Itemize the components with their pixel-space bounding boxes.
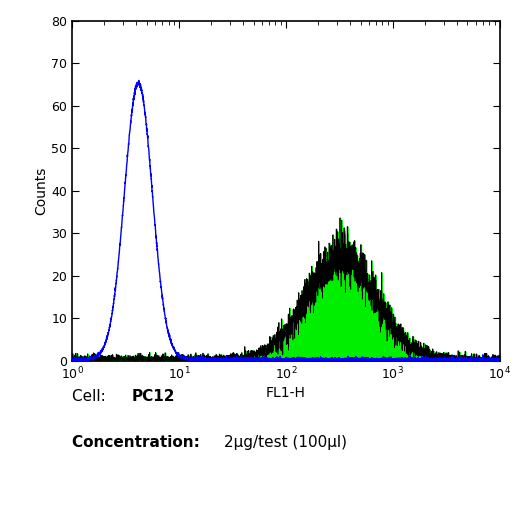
Y-axis label: Counts: Counts [35, 166, 48, 215]
Text: Concentration:: Concentration: [72, 435, 205, 450]
X-axis label: FL1-H: FL1-H [266, 386, 306, 400]
Text: PC12: PC12 [131, 389, 175, 404]
Text: Cell:: Cell: [72, 389, 111, 404]
Text: 2μg/test (100μl): 2μg/test (100μl) [224, 435, 347, 450]
